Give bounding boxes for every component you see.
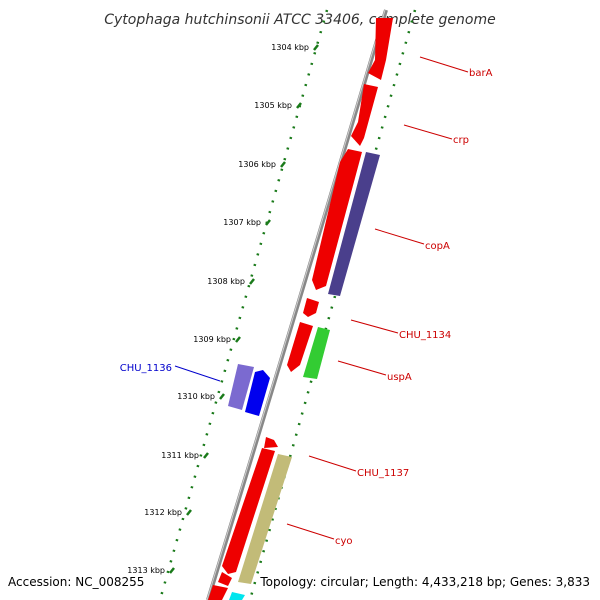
- kbp-tick-label: 1307 kbp: [223, 218, 261, 227]
- gene-label: copA: [425, 241, 450, 252]
- kbp-tick-mark: [265, 219, 271, 226]
- gene-label-leader: [174, 365, 221, 382]
- gene-uspA-companion: [303, 327, 330, 379]
- kbp-tick-mark: [203, 452, 209, 459]
- gene-label: uspA: [387, 372, 412, 383]
- gene-crp: [351, 84, 378, 146]
- gene-copA: [312, 149, 362, 290]
- kbp-tick-label: 1311 kbp: [161, 451, 199, 460]
- gene-cyo-companion: [238, 454, 292, 584]
- gene-labels: barA crp copA CHU_1134 uspA CHU_1136 CHU_1137c…: [120, 56, 493, 547]
- map-title: Cytophaga hutchinsonii ATCC 33406, compl…: [104, 12, 495, 28]
- gene-CHU_1136-companion: [245, 370, 270, 416]
- gene-barA: [368, 18, 393, 80]
- kbp-tick-mark: [296, 102, 302, 109]
- gene-label-leader: [350, 319, 399, 334]
- gene-label: CHU_1134: [399, 330, 451, 341]
- gene-label: cyo: [335, 536, 353, 547]
- gene-label: barA: [469, 68, 493, 79]
- kbp-tick-mark: [313, 44, 319, 51]
- gene-features: [208, 18, 393, 600]
- gene-label: CHU_1137: [357, 468, 409, 479]
- kbp-tick-mark: [186, 509, 192, 516]
- accession-text: Accession: NC_008255: [8, 575, 144, 589]
- kbp-tick-label: 1304 kbp: [271, 43, 309, 52]
- gene-uspA: [287, 322, 313, 372]
- gene-CHU_1137: [264, 437, 278, 448]
- kbp-tick-mark: [249, 278, 255, 285]
- gene-label: CHU_1136: [120, 363, 172, 374]
- kbp-ticks: 1304 kbp 1305 kbp 1306 kbp 1307 kbp 1308 kbp…: [127, 43, 319, 575]
- topology-text: Topology: circular; Length: 4,433,218 bp…: [259, 575, 590, 589]
- gene-label-leader: [374, 228, 425, 245]
- kbp-tick-label: 1309 kbp: [193, 335, 231, 344]
- kbp-tick-mark: [219, 393, 225, 400]
- gene-label-leader: [419, 56, 469, 73]
- kbp-tick-mark: [280, 161, 286, 168]
- gene-label-leader: [308, 455, 357, 472]
- kbp-tick-label: 1312 kbp: [144, 508, 182, 517]
- gene-lower-cyan: [229, 592, 245, 600]
- dotted-track-right: [248, 9, 417, 600]
- gene-label-leader: [403, 124, 453, 140]
- kbp-tick-label: 1305 kbp: [254, 101, 292, 110]
- gene-label-leader: [337, 360, 387, 376]
- backbone-highlight: [206, 9, 386, 600]
- kbp-tick-mark: [235, 336, 241, 343]
- gene-label: crp: [453, 135, 469, 146]
- kbp-tick-label: 1306 kbp: [238, 160, 276, 169]
- genome-backbone: [206, 9, 388, 600]
- kbp-tick-label: 1313 kbp: [127, 566, 165, 575]
- gene-label-leader: [286, 523, 335, 540]
- feature-tracks: [158, 9, 417, 600]
- kbp-tick-label: 1310 kbp: [177, 392, 215, 401]
- kbp-tick-mark: [169, 567, 175, 574]
- gene-lower-red-2: [208, 585, 228, 600]
- gene-copA-companion: [328, 152, 380, 296]
- gene-CHU_1136: [228, 364, 254, 410]
- kbp-tick-label: 1308 kbp: [207, 277, 245, 286]
- gene-lower-red: [218, 572, 232, 586]
- gene-CHU_1134: [303, 298, 319, 317]
- gene-cyo: [222, 448, 275, 574]
